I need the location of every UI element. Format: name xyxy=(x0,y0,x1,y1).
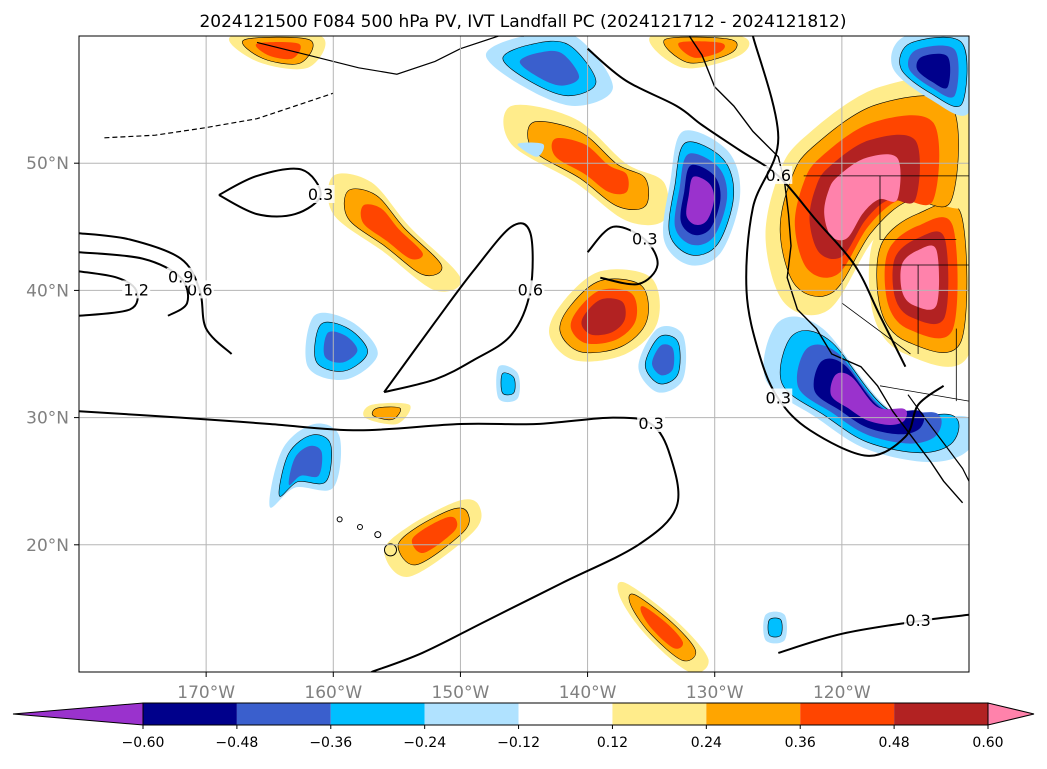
colorbar-tick-label: −0.36 xyxy=(309,735,352,751)
coastline-gulf-california xyxy=(907,394,969,482)
colorbar-tick-label: −0.12 xyxy=(497,735,540,751)
shaded-region-19-band-0 xyxy=(517,142,545,157)
colorbar-tick-label: −0.60 xyxy=(122,735,165,751)
contour-label-9: 0.3 xyxy=(905,611,930,630)
contour-label-bg-2 xyxy=(166,267,195,286)
x-tick-label: 130°W xyxy=(686,683,744,703)
colorbar-extend-max xyxy=(987,702,1035,726)
colorbar: −0.60 −0.48 −0.36 −0.24 −0.12 0.12 0.24 0.36 0.4… xyxy=(12,702,1035,751)
contour-label-bg-8 xyxy=(764,388,793,407)
contour-label-bg-7 xyxy=(764,165,793,184)
contour-label-bg-9 xyxy=(904,611,933,630)
shaded-region-1-band-3 xyxy=(581,298,626,336)
colorbar-tick-label: 0.60 xyxy=(972,735,1003,751)
contour-layer: 0.30.60.91.20.30.60.30.60.30.3 xyxy=(79,36,969,672)
y-tick-label: 20°N xyxy=(26,536,69,556)
contour-line-7 xyxy=(586,47,907,368)
contour-label-6: 0.3 xyxy=(632,230,657,249)
colorbar-tick-label: 0.24 xyxy=(691,735,722,751)
colorbar-tick-label: 0.36 xyxy=(785,735,816,751)
coastline-aleutians xyxy=(104,92,334,139)
contour-line-8 xyxy=(745,36,945,457)
shaded-region-9-band-1 xyxy=(371,406,401,421)
contour-label-bg-3 xyxy=(122,280,151,299)
shaded-region-2-band-2 xyxy=(360,204,423,260)
x-tick-label: 170°W xyxy=(177,683,235,703)
y-tick-label: 50°N xyxy=(26,154,69,174)
contour-label-8: 0.3 xyxy=(766,389,791,408)
contour-label-5: 0.6 xyxy=(518,280,543,299)
shaded-region-5-band-2 xyxy=(411,516,458,554)
colorbar-tick-label: −0.48 xyxy=(215,735,258,751)
colorbar-tick-label: −0.24 xyxy=(403,735,446,751)
contour-line-4 xyxy=(218,167,322,218)
contour-label-7: 0.6 xyxy=(766,166,791,185)
contour-label-bg-6 xyxy=(630,229,659,248)
hawaii-island-3 xyxy=(336,516,343,523)
x-tick-label: 120°W xyxy=(813,683,871,703)
shaded-region-15-band-3 xyxy=(916,53,951,89)
shaded-region-7-band-2 xyxy=(255,41,301,60)
colorbar-box xyxy=(894,703,988,725)
shaded-region-14-band-2 xyxy=(519,50,580,86)
shaded-region-12-band-2 xyxy=(288,445,323,486)
contour-line-0 xyxy=(79,410,680,672)
shaded-region-8-band-2 xyxy=(678,41,725,58)
contour-line-9 xyxy=(778,613,969,654)
x-tick-label: 150°W xyxy=(432,683,490,703)
colorbar-box xyxy=(330,703,425,725)
shaded-region-13-band-2 xyxy=(323,331,358,363)
shaded-region-17-band-1 xyxy=(500,372,516,396)
y-tick-label: 30°N xyxy=(26,409,69,429)
x-axis: 170°W 160°W 150°W 140°W 130°W 120°W xyxy=(177,672,871,703)
hawaii-island-2 xyxy=(356,523,363,530)
border-line-4 xyxy=(879,175,957,240)
colorbar-box xyxy=(143,703,237,725)
shaded-region-10-band-4 xyxy=(686,176,715,226)
y-tick-label: 40°N xyxy=(26,281,69,301)
y-axis: 50°N 40°N 30°N 20°N xyxy=(26,154,79,556)
contour-label-3: 1.2 xyxy=(123,280,148,299)
colorbar-extend-min xyxy=(12,702,144,726)
contour-line-5 xyxy=(383,222,534,394)
colorbar-tick-label: 0.48 xyxy=(879,735,910,751)
contour-line-6 xyxy=(586,225,659,286)
coastline-alaska xyxy=(256,36,524,75)
contour-label-bg-4 xyxy=(306,185,335,203)
colorbar-box xyxy=(518,703,613,725)
shaded-region-11-band-4 xyxy=(830,372,907,425)
shading-layer xyxy=(229,36,969,672)
hawaii-island-0 xyxy=(384,543,397,557)
contour-label-0: 0.3 xyxy=(638,414,663,433)
shaded-region-18-band-1 xyxy=(767,617,783,638)
map-frame xyxy=(78,35,970,673)
hawaii-island-1 xyxy=(374,531,382,539)
shaded-region-16-band-2 xyxy=(652,344,675,376)
colorbar-box xyxy=(424,703,519,725)
contour-label-4: 0.3 xyxy=(308,185,333,204)
colorbar-box xyxy=(706,703,801,725)
x-tick-label: 140°W xyxy=(559,683,617,703)
border-line-1 xyxy=(879,385,969,402)
shaded-region-3-band-4 xyxy=(900,245,940,310)
colorbar-box xyxy=(236,703,331,725)
colorbar-box xyxy=(612,703,707,725)
shaded-region-6-band-2 xyxy=(640,606,684,649)
colorbar-frame xyxy=(142,702,989,726)
x-tick-label: 160°W xyxy=(304,683,362,703)
colorbar-tick-label: 0.12 xyxy=(597,735,628,751)
chart-title: 2024121500 F084 500 hPa PV, IVT Landfall… xyxy=(199,12,846,32)
colorbar-box xyxy=(800,703,895,725)
contour-label-bg-0 xyxy=(637,413,666,432)
shaded-region-0-band-2 xyxy=(551,138,629,195)
contour-label-bg-5 xyxy=(516,280,545,299)
contour-label-2: 0.9 xyxy=(168,268,193,287)
